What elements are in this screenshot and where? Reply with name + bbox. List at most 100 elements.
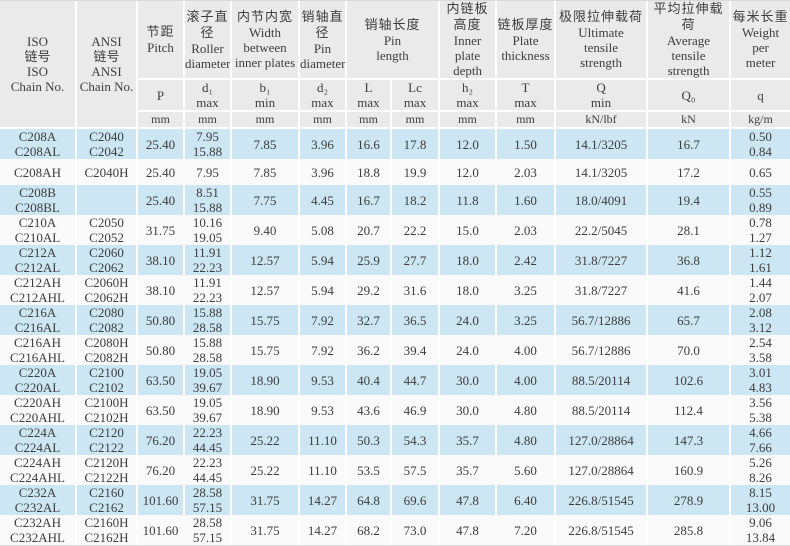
cell-text-line: 35.7 xyxy=(456,432,479,448)
cell-text-line: 53.5 xyxy=(357,462,380,478)
cell-text-line: 7.85 xyxy=(253,136,277,152)
cell-text-line: 7.20 xyxy=(514,522,537,538)
cell-text-line: 2.07 xyxy=(749,290,772,305)
cell-text-line: 7.75 xyxy=(253,192,277,208)
cell-text-line: C2040H xyxy=(84,164,129,180)
header-cn-label: 极限拉伸载荷 xyxy=(559,9,644,24)
cell-b1: 18.90 xyxy=(232,395,300,425)
cell-d1: 8.51 15.88 xyxy=(185,185,232,215)
cell-text-line: 7.92 xyxy=(311,342,334,358)
cell-text-line: C208AL xyxy=(14,144,61,159)
unit-label: mm xyxy=(313,112,332,126)
cell-text-line: C224AL xyxy=(14,440,61,455)
table-row: C220A C220AL C2100 C2102 63.50 19.05 39.67 18.9… xyxy=(0,365,790,395)
cell-text-line: 31.8/7227 xyxy=(574,252,628,268)
header-cn-label: 滚子直径 xyxy=(186,8,229,40)
cell-p: 50.80 xyxy=(138,335,185,365)
cell-d1: 19.05 39.67 xyxy=(185,365,232,395)
cell-q: 226.8/51545 xyxy=(556,515,649,545)
cell-lc: 17.8 xyxy=(392,129,441,159)
cell-text-line: C224AH xyxy=(14,455,61,470)
header-group-inner-width: 内节内宽 Width between inner plates xyxy=(232,1,300,80)
cell-text-line: 5.26 xyxy=(749,455,772,470)
cell-text-line: Lc xyxy=(408,80,422,95)
table-row: C232AH C232AHL C2160H C2162H 101.60 28.58 57.1… xyxy=(0,515,790,545)
cell-iso: C216A C216AL xyxy=(0,305,77,335)
cell-text-line: 25.9 xyxy=(357,252,380,268)
cell-q: 31.8/7227 xyxy=(556,275,649,305)
cell-text-line: T xyxy=(521,80,530,95)
cell-p: 63.50 xyxy=(138,395,185,425)
cell-ansi: C2160 C2162 xyxy=(77,485,138,515)
cell-text-line: 15.0 xyxy=(456,222,479,238)
cell-d1: 15.88 28.58 xyxy=(185,335,232,365)
cell-text-line: meter xyxy=(745,55,776,70)
cell-q: 88.5/20114 xyxy=(556,365,649,395)
cell-text-line: 5.08 xyxy=(311,222,334,238)
cell-text-line: max xyxy=(357,95,380,110)
cell-text-line: 0.78 xyxy=(749,215,772,230)
cell-text-line: 39.67 xyxy=(192,380,223,395)
cell-text-line: strength xyxy=(667,63,710,78)
cell-text-line: 0.65 xyxy=(749,164,772,180)
cell-h2: 11.8 xyxy=(440,185,498,215)
cell-text-line: 16.7 xyxy=(357,192,380,208)
cell-text-line: 57.5 xyxy=(403,462,427,478)
cell-qw: 5.26 8.26 xyxy=(731,455,790,485)
cell-text-line: C232AH xyxy=(14,515,61,530)
cell-l: 25.9 xyxy=(347,245,392,275)
cell-text-line: 25.40 xyxy=(145,164,176,180)
table-row: C212A C212AL C2060 C2062 38.10 11.91 22.23 12.5… xyxy=(0,245,790,275)
cell-lc: 69.6 xyxy=(392,485,441,515)
cell-p: 76.20 xyxy=(138,455,185,485)
cell-t: 2.03 xyxy=(497,159,557,185)
cell-text-line: 278.9 xyxy=(673,492,704,508)
cell-d2: 11.10 xyxy=(300,455,347,485)
cell-d1: 7.95 xyxy=(185,159,232,185)
cell-lc: 27.7 xyxy=(392,245,441,275)
header-group-pin-length: 销轴长度 Pin length xyxy=(347,1,441,80)
cell-text-line: ANSI xyxy=(91,64,122,79)
cell-text-line: 17.2 xyxy=(677,164,700,180)
cell-text-line: max xyxy=(456,95,479,110)
cell-text-line: 50.3 xyxy=(357,432,380,448)
cell-qw: 4.66 7.66 xyxy=(731,425,790,455)
cell-text-line: 226.8/51545 xyxy=(568,492,634,508)
cell-h2: 24.0 xyxy=(440,305,498,335)
cell-text-line: 5.94 xyxy=(311,252,334,268)
cell-q: 18.0/4091 xyxy=(556,185,649,215)
cell-text-line: 6.40 xyxy=(514,492,537,508)
header-unit-lc: mm xyxy=(392,112,441,129)
cell-qw: 0.65 xyxy=(731,159,790,185)
cell-text-line: 32.7 xyxy=(357,312,380,328)
cell-iso: C212A C212AL xyxy=(0,245,77,275)
cell-text-line: diameter xyxy=(300,55,346,71)
cell-l: 20.7 xyxy=(347,215,392,245)
cell-text-line: 1.60 xyxy=(514,192,537,208)
cell-h2: 30.0 xyxy=(440,365,498,395)
cell-text-line: Average xyxy=(666,33,711,48)
cell-text-line: Roller xyxy=(191,40,224,56)
cell-text-line: 14.27 xyxy=(307,492,338,508)
cell-q: 56.7/12886 xyxy=(556,335,649,365)
cell-b1: 31.75 xyxy=(232,485,300,515)
cell-text-line: 8.51 xyxy=(196,185,219,200)
cell-qw: 8.15 13.00 xyxy=(731,485,790,515)
cell-text-line: 3.12 xyxy=(749,320,772,335)
cell-text-line: 12.0 xyxy=(456,164,479,180)
cell-ansi: C2160H C2162H xyxy=(77,515,138,545)
cell-b1: 31.75 xyxy=(232,515,300,545)
cell-b1: 12.57 xyxy=(232,245,300,275)
cell-l: 68.2 xyxy=(347,515,392,545)
cell-lc: 54.3 xyxy=(392,425,441,455)
header-unit-q: kN/lbf xyxy=(556,112,649,129)
header-symbol-b1: b₁ min xyxy=(232,80,300,112)
cell-text-line: depth xyxy=(453,63,482,78)
cell-text-line: C2100 xyxy=(89,365,124,380)
cell-text-line: 68.2 xyxy=(357,522,380,538)
cell-text-line: C2160H xyxy=(84,515,129,530)
cell-text-line: 56.7/12886 xyxy=(571,312,631,328)
cell-text-line: 41.6 xyxy=(677,282,700,298)
